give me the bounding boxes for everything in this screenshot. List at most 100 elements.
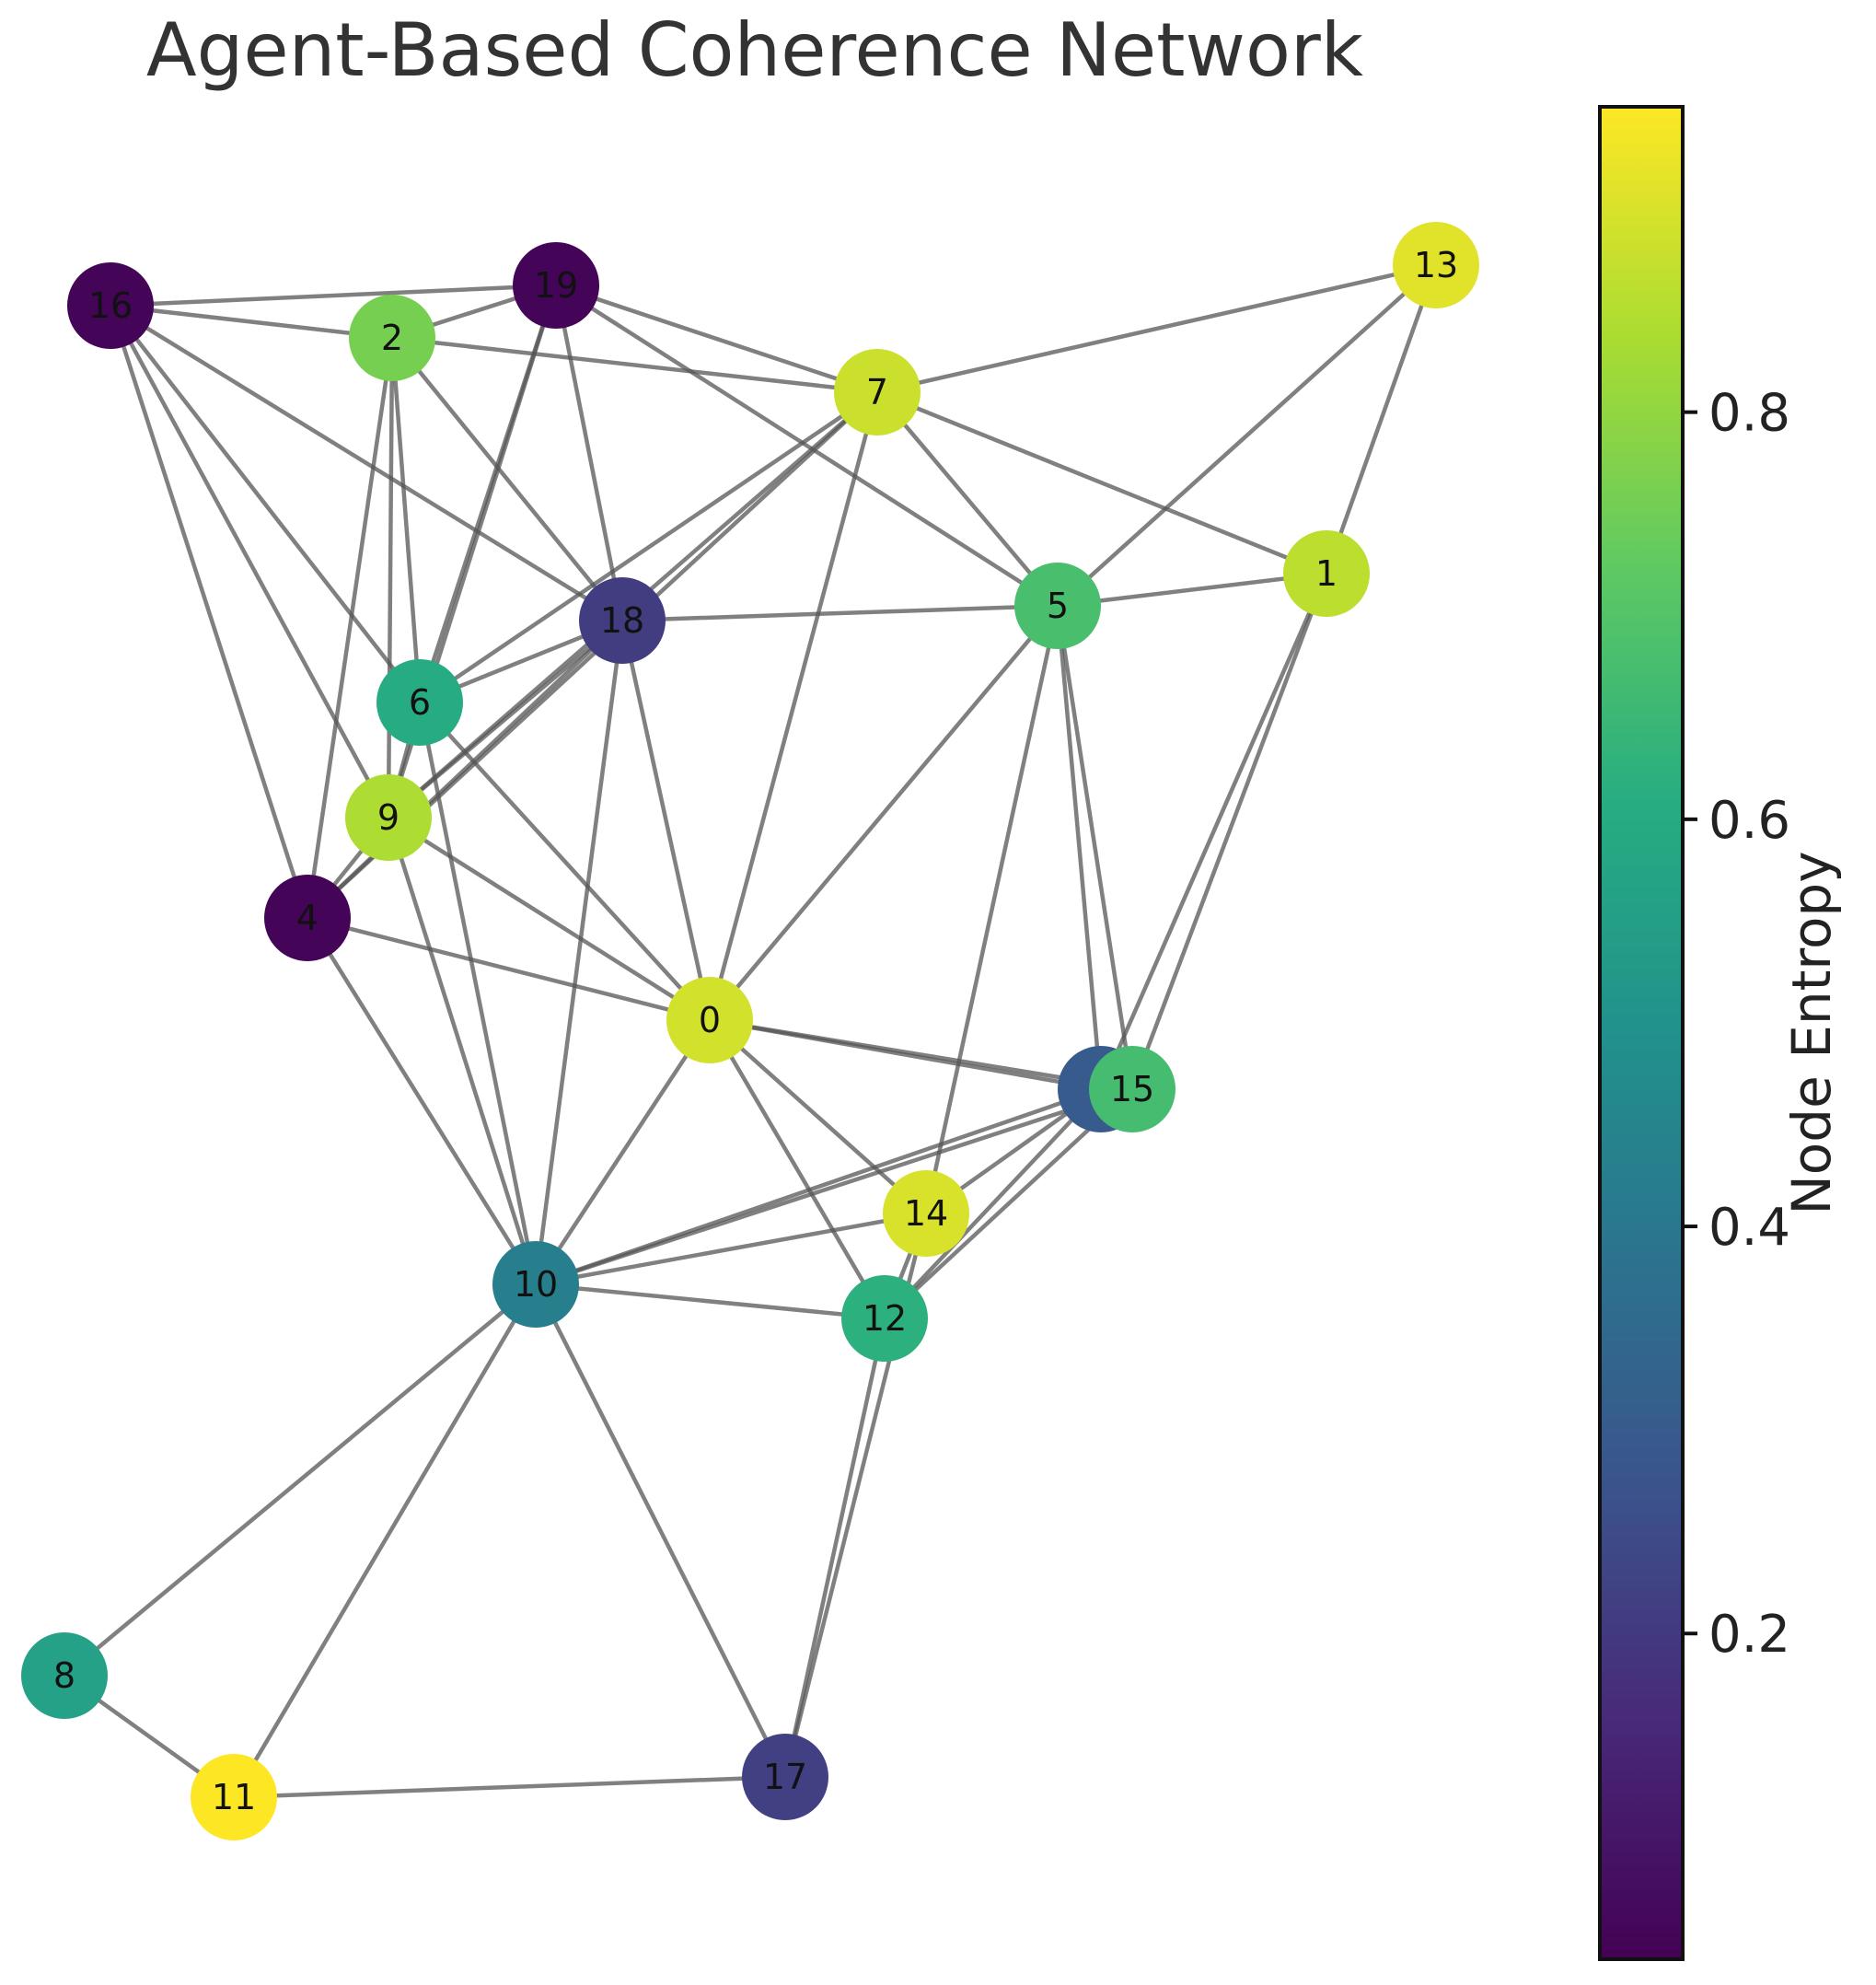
edge-4-10 (306, 916, 538, 1286)
edge-16-9 (109, 304, 390, 819)
edge-6-10 (417, 702, 538, 1285)
edge-19-7 (555, 283, 878, 395)
edge-12-17 (782, 1318, 887, 1778)
node-circle-9 (345, 774, 432, 861)
edge-3-12 (883, 1087, 1103, 1320)
node-label-11: 11 (212, 1777, 256, 1817)
edge-15-10 (535, 1086, 1133, 1287)
edge-19-5 (554, 284, 1060, 608)
node-11: 11 (191, 1754, 277, 1840)
edge-0-12 (708, 1018, 886, 1320)
edge-2-7 (391, 335, 878, 395)
edge-18-4 (306, 619, 624, 920)
colorbar-ticks: 0.2 0.4 0.6 0.8 (1683, 384, 1790, 1665)
node-7: 7 (834, 349, 921, 435)
edge-2-18 (390, 336, 624, 622)
node-circle-1 (1283, 530, 1370, 617)
edge-7-5 (875, 390, 1060, 608)
node-label-18: 18 (600, 600, 644, 641)
edge-5-1 (1057, 571, 1327, 609)
colorbar: 0.2 0.4 0.6 0.8 Node Entropy (1598, 105, 1843, 1961)
node-5: 5 (1014, 563, 1101, 649)
node-9: 9 (345, 774, 432, 861)
edge-1-15 (1129, 573, 1329, 1090)
edge-19-18 (553, 284, 625, 621)
figure-title: Agent-Based Coherence Network (146, 7, 1364, 93)
node-circle-2 (349, 295, 435, 381)
node-label-10: 10 (514, 1264, 558, 1305)
colorbar-tick-label-0.6: 0.6 (1708, 791, 1790, 851)
edge-2-9 (386, 337, 395, 818)
node-label-8: 8 (53, 1655, 75, 1696)
node-13: 13 (1393, 222, 1479, 308)
node-label-0: 0 (699, 1000, 721, 1040)
edge-13-1 (1324, 264, 1439, 575)
edge-7-0 (707, 391, 880, 1021)
edge-9-10 (386, 817, 538, 1285)
edge-5-14 (923, 605, 1060, 1214)
node-circle-6 (376, 659, 463, 746)
edge-5-18 (621, 603, 1059, 623)
node-15: 15 (1089, 1046, 1175, 1132)
colorbar-tick-label-0.4: 0.4 (1708, 1198, 1790, 1258)
edge-7-6 (418, 390, 879, 704)
node-circle-16 (67, 262, 154, 349)
edge-6-0 (418, 701, 712, 1022)
edge-7-1 (876, 389, 1327, 576)
node-17: 17 (742, 1734, 828, 1820)
node-label-19: 19 (534, 265, 578, 306)
node-circle-13 (1393, 222, 1479, 308)
node-label-14: 14 (904, 1193, 948, 1234)
node-circle-10 (492, 1241, 579, 1328)
node-circle-11 (191, 1754, 277, 1840)
edge-10-12 (535, 1282, 886, 1321)
node-label-9: 9 (377, 797, 400, 838)
colorbar-tick-label-0.2: 0.2 (1708, 1605, 1790, 1665)
node-circle-0 (666, 977, 753, 1063)
node-circle-12 (841, 1275, 928, 1362)
edge-18-10 (533, 620, 625, 1285)
edge-13-5 (1056, 263, 1438, 608)
edge-5-15 (1055, 605, 1135, 1090)
node-circle-17 (742, 1734, 828, 1820)
node-16: 16 (67, 262, 154, 349)
edge-2-4 (305, 337, 395, 919)
node-label-16: 16 (88, 285, 133, 326)
node-circle-4 (264, 875, 351, 961)
edge-16-2 (110, 303, 393, 341)
node-circle-18 (579, 577, 666, 664)
edge-16-6 (109, 304, 422, 704)
colorbar-label: Node Entropy (1780, 851, 1843, 1214)
edge-10-11 (232, 1283, 538, 1799)
node-label-12: 12 (863, 1298, 907, 1339)
node-circle-15 (1089, 1046, 1175, 1132)
colorbar-tick-label-0.8: 0.8 (1708, 384, 1790, 444)
node-label-13: 13 (1414, 245, 1458, 285)
edge-2-6 (389, 337, 423, 703)
edge-11-17 (233, 1774, 786, 1800)
edge-7-13 (876, 262, 1437, 395)
node-label-5: 5 (1047, 586, 1069, 626)
edge-18-9 (387, 619, 624, 819)
node-circle-5 (1014, 563, 1101, 649)
edge-14-10 (535, 1211, 927, 1287)
node-label-17: 17 (763, 1757, 807, 1797)
node-label-7: 7 (866, 372, 888, 412)
edge-0-14 (708, 1018, 928, 1215)
node-19: 19 (513, 242, 599, 329)
node-6: 6 (376, 659, 463, 746)
node-1: 1 (1283, 530, 1370, 617)
edge-10-17 (533, 1283, 788, 1779)
node-12: 12 (841, 1275, 928, 1362)
edge-9-0 (387, 816, 712, 1022)
node-circle-14 (883, 1170, 969, 1257)
nodes-layer: 012345678910111213141516171819 (21, 222, 1479, 1840)
edge-1-3 (1098, 573, 1329, 1090)
edge-5-0 (708, 604, 1060, 1022)
node-label-15: 15 (1110, 1069, 1154, 1109)
node-circle-7 (834, 349, 921, 435)
node-4: 4 (264, 875, 351, 961)
edge-16-4 (108, 305, 310, 919)
edge-18-0 (620, 620, 712, 1021)
node-circle-8 (21, 1632, 108, 1719)
